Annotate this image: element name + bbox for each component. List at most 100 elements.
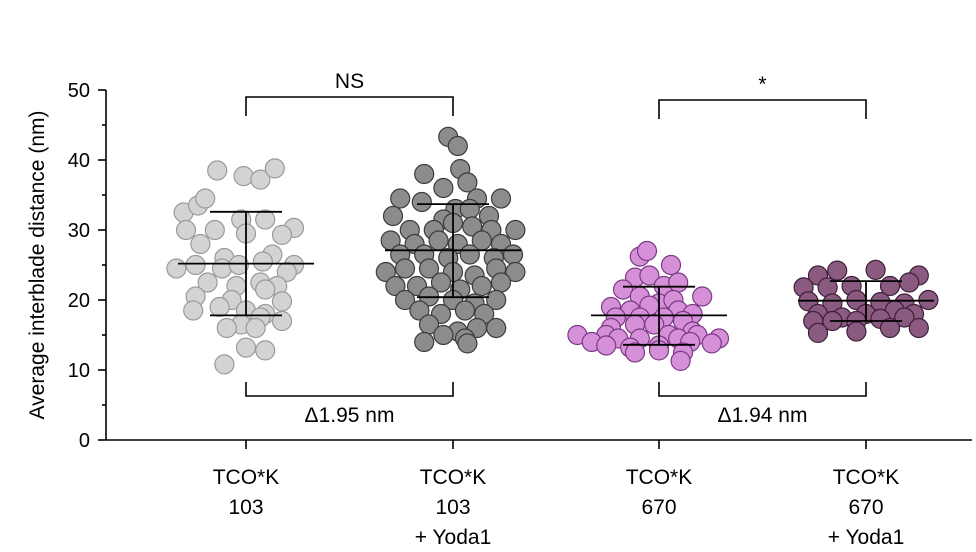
y-ticks: 0 10 20 30 40 50 xyxy=(68,80,106,452)
data-points xyxy=(166,126,939,375)
data-point xyxy=(894,307,915,328)
data-point xyxy=(433,324,454,346)
data-point xyxy=(454,300,476,321)
data-point xyxy=(596,335,617,356)
data-point xyxy=(166,258,187,279)
data-point xyxy=(252,251,273,272)
category-labels: TCO*K 103 TCO*K 103 + Yoda1 TCO*K 670 TCO*K 670 +… xyxy=(213,440,905,549)
data-point xyxy=(233,166,254,187)
data-point xyxy=(276,261,297,283)
data-point xyxy=(502,244,524,265)
top-bracket xyxy=(658,99,867,119)
category-label: TCO*K xyxy=(213,466,280,489)
category-label: TCO*K xyxy=(420,466,487,489)
data-point xyxy=(490,272,512,293)
data-point xyxy=(195,188,216,209)
data-point xyxy=(207,160,228,181)
data-point xyxy=(183,300,204,321)
data-point xyxy=(382,205,404,227)
data-point xyxy=(471,275,492,297)
data-point xyxy=(414,163,435,185)
data-point xyxy=(486,289,507,311)
y-tick-label: 20 xyxy=(68,290,90,312)
data-point xyxy=(255,279,276,300)
data-point xyxy=(216,317,237,339)
data-point xyxy=(505,261,526,283)
data-point xyxy=(211,258,233,279)
data-point xyxy=(394,258,416,279)
difference-label: Δ1.95 nm xyxy=(305,404,395,427)
data-point xyxy=(612,279,634,300)
data-point xyxy=(271,224,293,245)
data-point xyxy=(228,254,249,276)
data-point xyxy=(459,198,480,220)
y-tick-label: 50 xyxy=(68,80,90,102)
axes: 0 10 20 30 40 50 Average interblade distance … xyxy=(26,80,972,452)
data-point xyxy=(250,169,271,190)
data-point xyxy=(255,340,276,361)
data-point xyxy=(490,188,512,209)
data-point xyxy=(908,317,929,339)
data-point xyxy=(235,337,257,358)
data-point xyxy=(418,258,440,279)
data-point xyxy=(175,219,197,241)
data-point xyxy=(385,275,406,297)
data-point xyxy=(457,333,478,354)
y-tick-label: 10 xyxy=(68,360,90,382)
data-point xyxy=(430,272,452,293)
data-point xyxy=(433,177,454,199)
data-point xyxy=(390,188,411,209)
category-label: TCO*K xyxy=(626,466,693,489)
y-tick-label: 0 xyxy=(79,430,90,452)
significance-label: NS xyxy=(335,70,364,93)
category-label: TCO*K xyxy=(833,466,900,489)
data-point xyxy=(414,331,435,353)
y-tick-label: 30 xyxy=(68,220,90,242)
data-point xyxy=(459,244,480,265)
data-point xyxy=(636,240,658,262)
data-point xyxy=(899,272,920,293)
data-point xyxy=(204,219,225,241)
top-bracket xyxy=(245,96,454,116)
data-point xyxy=(271,310,293,332)
data-point xyxy=(865,259,886,280)
y-tick-label: 40 xyxy=(68,150,90,172)
data-point xyxy=(375,261,396,283)
data-point xyxy=(209,296,230,318)
data-point xyxy=(670,350,691,371)
data-point xyxy=(409,300,430,321)
bottom-bracket xyxy=(658,382,867,397)
difference-label: Δ1.94 nm xyxy=(718,404,808,427)
data-point xyxy=(660,254,682,276)
data-point xyxy=(411,191,432,213)
data-point xyxy=(214,354,235,375)
data-point xyxy=(692,286,713,307)
category-label: 103 xyxy=(228,496,263,519)
category-label: 670 xyxy=(641,496,676,519)
data-point xyxy=(701,333,722,354)
data-point xyxy=(255,209,276,230)
category-label: + Yoda1 xyxy=(828,526,905,549)
data-point xyxy=(879,317,901,339)
data-point xyxy=(846,321,867,342)
y-axis-title: Average interblade distance (nm) xyxy=(26,111,49,420)
summary-lines xyxy=(178,203,934,346)
data-point xyxy=(264,158,285,179)
data-point xyxy=(457,172,478,193)
data-point xyxy=(185,254,206,276)
data-point xyxy=(486,317,507,339)
data-point xyxy=(505,219,526,241)
significance-label: * xyxy=(758,73,766,96)
data-point xyxy=(190,233,211,255)
data-point xyxy=(807,322,829,343)
data-point xyxy=(271,291,293,312)
data-point xyxy=(197,272,218,293)
bottom-bracket xyxy=(245,382,454,397)
comparison-brackets: NS Δ1.95 nm * Δ1.94 nm xyxy=(245,70,867,427)
category-label: 670 xyxy=(848,496,883,519)
data-point xyxy=(462,216,483,237)
data-point xyxy=(447,135,468,157)
data-point xyxy=(245,317,266,339)
category-label: 103 xyxy=(435,496,470,519)
